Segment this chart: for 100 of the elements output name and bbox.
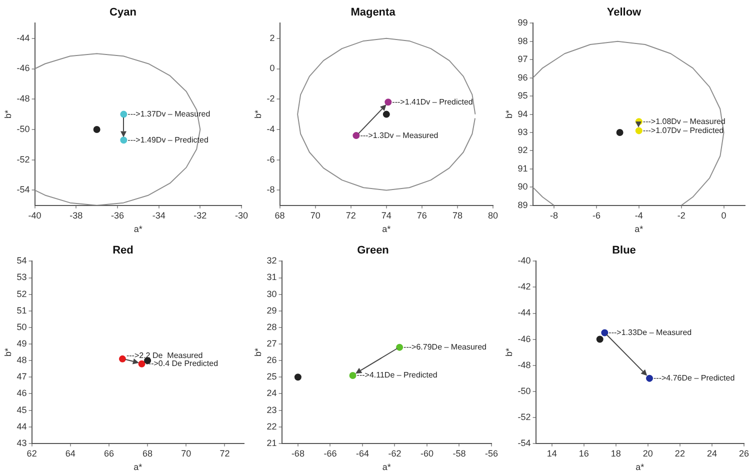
x-tick-label: -62 — [388, 448, 402, 458]
annotation: --->1.08Dv – Measured — [642, 116, 726, 126]
x-tick-label: 68 — [274, 210, 285, 220]
point — [396, 344, 404, 351]
annotation: --->1.37Dv – Measured — [128, 110, 210, 119]
chart-title: Magenta — [350, 6, 396, 19]
x-tick-label: -68 — [291, 448, 304, 458]
y-tick-label: 25 — [266, 372, 277, 382]
x-tick-label: -32 — [194, 210, 207, 220]
chart-title: Blue — [612, 244, 636, 257]
annotation: --->1.3Dv – Measured — [360, 130, 438, 140]
y-tick-label: 49 — [16, 338, 27, 349]
y-tick-label: -42 — [518, 282, 531, 292]
y-axis-title: b* — [504, 110, 514, 119]
x-tick-label: -56 — [484, 448, 498, 458]
point — [596, 336, 604, 343]
y-tick-label: -52 — [16, 154, 30, 164]
y-tick-label: 95 — [518, 90, 528, 101]
y-tick-label: -44 — [518, 308, 531, 318]
x-tick-label: -34 — [152, 210, 166, 220]
x-tick-label: 62 — [26, 448, 37, 458]
y-tick-label: 98 — [518, 36, 528, 46]
chart-title: Green — [357, 244, 390, 257]
y-tick-label: 43 — [16, 438, 27, 448]
point — [382, 110, 390, 118]
x-axis-title: a* — [382, 462, 392, 472]
y-tick-label: -40 — [518, 256, 531, 266]
x-tick-label: -4 — [634, 210, 643, 220]
x-tick-label: -6 — [592, 210, 600, 220]
annotation: --->1.07Dv – Predicted — [642, 126, 724, 135]
chart-title: Red — [112, 244, 134, 257]
x-tick-label: 64 — [65, 448, 76, 458]
y-tick-label: 89 — [518, 200, 528, 210]
x-tick-label: 16 — [578, 448, 589, 458]
y-tick-label: 45 — [16, 404, 27, 415]
point — [646, 374, 654, 382]
y-tick-label: 24 — [266, 388, 277, 398]
y-tick-label: -6 — [266, 154, 275, 164]
x-tick-label: 76 — [416, 210, 427, 220]
x-tick-label: -8 — [550, 210, 558, 220]
y-tick-label: 46 — [16, 388, 27, 398]
point — [352, 132, 360, 140]
point — [93, 126, 100, 133]
y-axis-title: b* — [2, 348, 13, 357]
x-tick-label: 26 — [738, 448, 749, 458]
y-axis-title: b* — [504, 348, 514, 357]
annotation: --->1.49Dv – Predicted — [128, 135, 208, 144]
annotation: --->0.4 De Predicted — [146, 359, 218, 368]
x-tick-label: 24 — [706, 448, 717, 458]
point — [120, 136, 128, 144]
x-axis-title: a* — [134, 224, 143, 234]
y-tick-label: 26 — [266, 355, 277, 366]
x-tick-label: 78 — [452, 210, 462, 220]
x-tick-label: -38 — [70, 210, 83, 220]
x-axis-title: a* — [636, 462, 645, 472]
y-tick-label: 32 — [266, 256, 277, 266]
x-tick-label: -58 — [452, 448, 466, 458]
y-tick-label: 27 — [266, 338, 277, 349]
annotation: --->1.33De – Measured — [608, 328, 692, 337]
y-tick-label: 99 — [518, 18, 528, 28]
y-tick-label: 31 — [266, 272, 277, 282]
y-tick-label: -52 — [518, 412, 531, 422]
x-tick-label: -64 — [356, 448, 369, 458]
point — [120, 110, 128, 118]
y-tick-label: 48 — [16, 355, 27, 366]
y-tick-label: -50 — [518, 386, 531, 396]
annotation: --->6.79De – Measured — [404, 342, 486, 352]
chart-title: Yellow — [606, 6, 642, 19]
y-tick-label: 47 — [16, 372, 27, 382]
x-axis-title: a* — [382, 224, 392, 234]
y-tick-label: 97 — [518, 54, 528, 64]
annotation: --->1.41Dv – Predicted — [392, 97, 473, 106]
y-axis-title: b* — [2, 110, 13, 119]
x-tick-label: 70 — [181, 448, 192, 458]
x-tick-label: 18 — [610, 448, 621, 458]
point — [635, 127, 642, 134]
x-tick-label: -66 — [324, 448, 337, 458]
y-tick-label: 52 — [16, 288, 27, 299]
x-axis-title: a* — [634, 224, 644, 234]
point — [294, 374, 302, 381]
y-tick-label: 54 — [16, 256, 27, 266]
x-axis-title: a* — [134, 462, 143, 472]
y-tick-label: -44 — [16, 32, 30, 43]
y-tick-label: 0 — [270, 63, 275, 74]
x-tick-label: 0 — [721, 210, 726, 220]
y-tick-label: -4 — [266, 124, 275, 134]
y-axis-title: b* — [252, 348, 263, 357]
x-tick-label: 22 — [674, 448, 685, 458]
annotation: --->4.11De – Predicted — [356, 370, 438, 380]
y-tick-label: -54 — [518, 438, 531, 448]
y-tick-label: 21 — [266, 438, 277, 448]
x-tick-label: 70 — [310, 210, 320, 220]
point — [601, 329, 608, 336]
y-tick-label: 90 — [518, 182, 528, 192]
y-tick-label: -46 — [518, 334, 531, 344]
x-tick-label: 80 — [488, 210, 498, 220]
y-tick-label: 44 — [16, 421, 27, 432]
y-tick-label: -50 — [16, 124, 30, 134]
x-tick-label: -2 — [677, 210, 686, 220]
y-tick-label: 51 — [16, 305, 27, 316]
